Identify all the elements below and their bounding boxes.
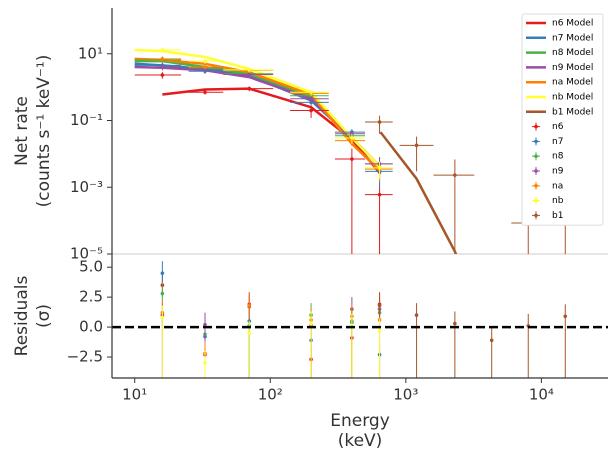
y-axis-label: Residuals <box>12 276 32 357</box>
data-point <box>309 90 313 95</box>
legend-swatch <box>534 184 538 188</box>
data-point <box>203 65 207 69</box>
data-point <box>247 68 252 72</box>
data-point <box>414 313 419 317</box>
y-tick-label: 10⁻⁵ <box>70 245 103 263</box>
model-line <box>134 65 382 169</box>
legend-label: n7 Model <box>552 33 593 43</box>
data-point <box>203 59 207 63</box>
x-tick-label: 10³ <box>393 386 418 404</box>
y-tick-label: 0.0 <box>79 318 103 336</box>
x-tick-label: 10¹ <box>122 386 147 404</box>
data-point <box>160 271 165 275</box>
data-point <box>160 73 165 77</box>
x-axis-label: (keV) <box>338 431 383 451</box>
data-point <box>203 68 207 72</box>
x-tick-label: 10² <box>258 386 283 404</box>
legend-label: na Model <box>552 78 593 88</box>
y-tick-label: 2.5 <box>79 288 103 306</box>
legend-swatch <box>534 154 538 158</box>
data-point <box>563 314 568 319</box>
data-point <box>453 173 457 177</box>
data-point <box>160 315 165 320</box>
y-tick-label: 10⁻¹ <box>70 111 103 129</box>
data-point <box>247 303 252 308</box>
data-point <box>350 157 354 161</box>
legend-swatch <box>534 198 538 203</box>
legend-label: n8 Model <box>552 48 593 58</box>
data-point <box>309 100 313 105</box>
y-tick-label: 10¹ <box>78 44 103 62</box>
y-axis-label: (σ) <box>34 304 54 328</box>
y-tick-label: 5.0 <box>79 258 103 276</box>
data-point <box>453 321 457 326</box>
data-point <box>247 331 252 335</box>
legend-label: b1 Model <box>552 107 593 117</box>
y-axis-label: Net rate <box>12 96 32 166</box>
legend-label: b1 <box>552 211 563 221</box>
legend-box <box>521 13 604 226</box>
model-line <box>162 87 382 175</box>
x-tick-label: 10⁴ <box>529 386 554 404</box>
data-point <box>160 65 165 69</box>
legend-swatch <box>534 213 538 218</box>
data-point <box>377 120 382 124</box>
data-point <box>489 338 494 343</box>
data-point <box>377 192 382 197</box>
legend-label: n8 <box>552 152 564 162</box>
model-line <box>134 57 382 173</box>
legend-label: n7 <box>552 137 563 147</box>
data-point <box>309 96 313 101</box>
data-point <box>377 303 382 308</box>
legend-swatch <box>534 139 538 144</box>
legend-label: n9 <box>552 167 564 177</box>
legend-label: n9 Model <box>552 63 593 73</box>
data-point <box>377 166 382 170</box>
y-tick-label: −2.5 <box>67 348 103 366</box>
data-point <box>247 86 252 91</box>
legend-swatch <box>534 169 538 173</box>
data-point <box>350 136 354 140</box>
data-point <box>203 361 207 365</box>
data-point <box>160 57 165 61</box>
y-axis-label: (counts s⁻¹ keV⁻¹) <box>34 55 54 208</box>
legend-label: na <box>552 181 563 191</box>
data-point <box>247 72 252 77</box>
data-point <box>414 143 419 148</box>
legend-label: n6 Model <box>552 19 593 29</box>
x-axis-label: Energy <box>330 411 390 431</box>
legend-swatch <box>534 124 538 129</box>
legend-label: nb <box>552 196 564 206</box>
data-point <box>309 321 313 326</box>
data-point <box>377 328 382 333</box>
legend-label: nb Model <box>552 93 593 103</box>
data-point <box>203 322 207 327</box>
model-line <box>134 59 382 169</box>
plot-area <box>134 47 583 254</box>
model-line <box>379 131 458 254</box>
data-point <box>160 291 165 296</box>
data-point <box>309 108 313 113</box>
y-tick-label: 10⁻³ <box>70 178 103 196</box>
data-point <box>203 90 207 95</box>
plot-area <box>160 261 568 378</box>
data-point <box>160 48 165 52</box>
legend-label: n6 <box>552 122 564 132</box>
